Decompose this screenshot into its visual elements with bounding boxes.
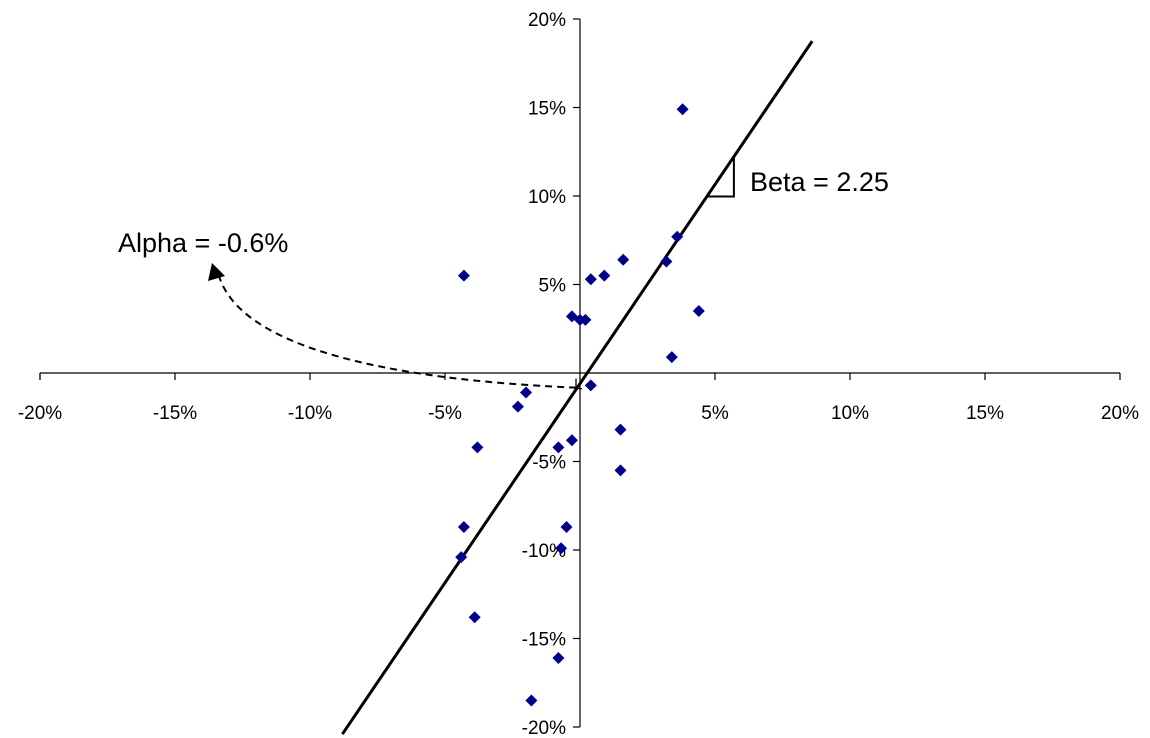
annotations: Beta = 2.25 Alpha = -0.6%	[118, 156, 889, 390]
x-tick-label: 20%	[1101, 403, 1139, 424]
data-point	[665, 351, 678, 364]
alpha-arrowhead	[208, 263, 225, 281]
x-tick-label: -20%	[18, 403, 62, 424]
x-tick-label: 10%	[831, 403, 869, 424]
x-tick-label: 15%	[966, 403, 1004, 424]
y-tick-label: 20%	[528, 10, 566, 31]
data-point	[598, 269, 611, 282]
x-tick-label: -10%	[288, 403, 332, 424]
beta-slope-triangle	[706, 156, 735, 198]
data-point	[584, 273, 597, 286]
data-point	[617, 253, 630, 266]
data-point	[525, 694, 538, 707]
x-tick-label: -15%	[153, 403, 197, 424]
data-point	[671, 230, 684, 243]
data-point	[676, 103, 689, 116]
tick-labels: -20% -15% -10% -5% 5% 10% 15% 20% 20% 15% 10% 5% -5%…	[18, 10, 1139, 738]
x-tick-label: -5%	[428, 403, 462, 424]
y-tick-label: 15%	[528, 99, 566, 120]
data-point	[579, 313, 592, 326]
data-point	[565, 434, 578, 447]
data-point	[552, 441, 565, 454]
alpha-dashed-arrow	[218, 275, 577, 389]
alpha-intercept-marker	[575, 378, 582, 390]
y-tick-label: 5%	[539, 276, 567, 297]
data-points	[455, 103, 705, 707]
data-point	[468, 611, 481, 624]
y-tick-label: -10%	[522, 541, 566, 562]
regression-line	[341, 40, 814, 735]
data-point	[584, 379, 597, 392]
x-tick-label: 5%	[701, 403, 729, 424]
data-point	[511, 400, 524, 413]
data-point	[457, 520, 470, 533]
data-point	[455, 551, 468, 564]
y-tick-label: -20%	[522, 718, 566, 738]
data-point	[560, 520, 573, 533]
regression	[341, 40, 814, 735]
y-tick-label: 10%	[528, 187, 566, 208]
beta-annotation: Beta = 2.25	[750, 167, 889, 197]
data-point	[555, 542, 568, 555]
data-point	[692, 305, 705, 318]
data-point	[614, 464, 627, 477]
y-tick-label: -5%	[532, 453, 566, 474]
alpha-annotation: Alpha = -0.6%	[118, 228, 288, 258]
y-tick-label: -15%	[522, 630, 566, 651]
data-point	[614, 423, 627, 436]
data-point	[660, 255, 673, 268]
data-point	[457, 269, 470, 282]
data-point	[520, 386, 532, 399]
data-point	[552, 651, 565, 664]
data-point	[471, 441, 484, 454]
axes	[39, 18, 1121, 728]
